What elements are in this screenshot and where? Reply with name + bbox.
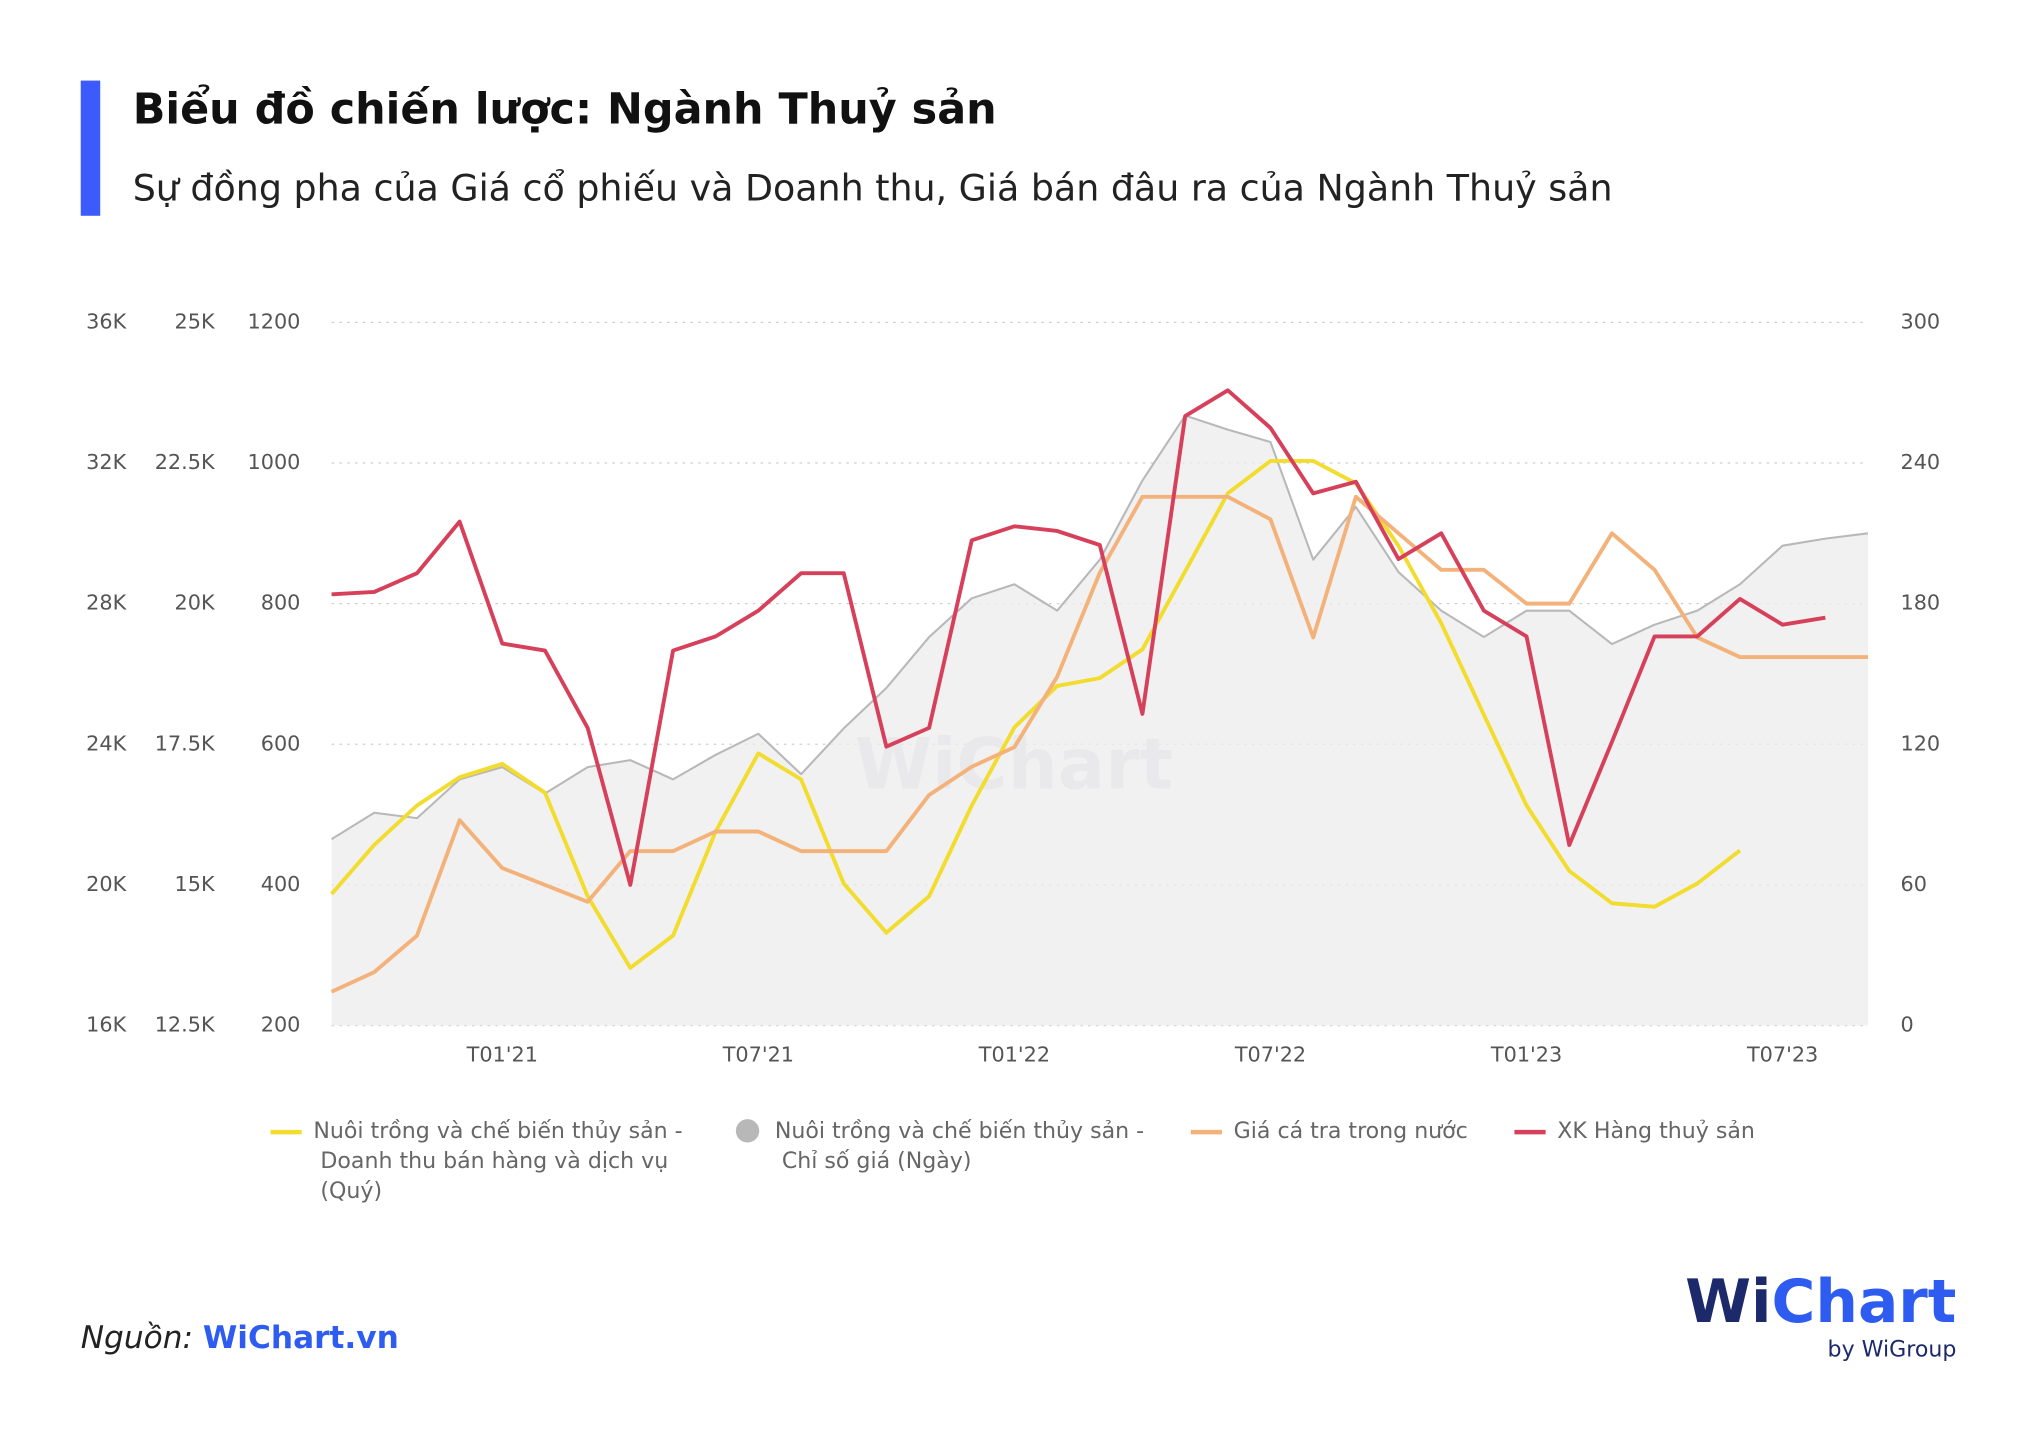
source-label: Nguồn: <box>81 1320 193 1356</box>
plot: 2004006008001000120016K20K24K28K32K36K12… <box>86 309 1940 1066</box>
logo-sub: by WiGroup <box>1828 1337 1957 1363</box>
y-tick-label: 15K <box>175 872 216 896</box>
y-tick-label: 60 <box>1900 872 1926 896</box>
y-tick-label: 1000 <box>248 450 301 474</box>
y-tick-label: 20K <box>175 591 216 615</box>
legend-label: Giá cá tra trong nước <box>1234 1118 1468 1144</box>
y-tick-label: 300 <box>1900 309 1940 333</box>
logo: WiChart <box>1685 1268 1956 1337</box>
source-link[interactable]: WiChart.vn <box>203 1320 399 1356</box>
y-tick-label: 12.5K <box>155 1013 216 1037</box>
legend-label: XK Hàng thuỷ sản <box>1557 1118 1755 1144</box>
y-tick-label: 800 <box>261 591 301 615</box>
y-tick-label: 36K <box>86 309 127 333</box>
x-tick-label: T07'23 <box>1746 1042 1818 1066</box>
x-tick-label: T01'22 <box>978 1042 1050 1066</box>
y-tick-label: 28K <box>86 591 127 615</box>
x-tick-label: T07'22 <box>1234 1042 1306 1066</box>
y-tick-label: 24K <box>86 731 127 755</box>
chart-title: Biểu đồ chiến lược: Ngành Thuỷ sản <box>133 83 997 134</box>
legend-label: Nuôi trồng và chế biến thủy sản - Doanh … <box>313 1118 682 1204</box>
series-line <box>331 414 1869 841</box>
y-tick-label: 120 <box>1900 731 1940 755</box>
y-tick-label: 22.5K <box>155 450 216 474</box>
y-tick-label: 200 <box>261 1013 301 1037</box>
x-tick-label: T01'23 <box>1490 1042 1562 1066</box>
title-bar <box>80 80 101 216</box>
y-tick-label: 0 <box>1900 1013 1913 1037</box>
series-line <box>330 494 1868 994</box>
y-tick-label: 32K <box>86 450 127 474</box>
y-tick-label: 20K <box>86 872 127 896</box>
y-tick-label: 25K <box>175 309 216 333</box>
y-tick-label: 400 <box>261 872 301 896</box>
series-area <box>331 415 1868 1026</box>
legend-swatch <box>735 1119 760 1143</box>
legend-label: Nuôi trồng và chế biến thủy sản - Chỉ số… <box>775 1118 1144 1174</box>
x-tick-label: T01'21 <box>466 1042 538 1066</box>
y-tick-label: 17.5K <box>155 731 216 755</box>
logo-chart: Chart <box>1772 1268 1957 1337</box>
y-tick-label: 1200 <box>248 309 301 333</box>
chart-subtitle: Sự đồng pha của Giá cổ phiếu và Doanh th… <box>133 166 1613 209</box>
logo-wi: Wi <box>1685 1268 1771 1337</box>
x-tick-label: T07'21 <box>722 1042 794 1066</box>
y-tick-label: 240 <box>1900 450 1940 474</box>
series-line <box>330 458 1742 970</box>
y-tick-label: 600 <box>261 731 301 755</box>
y-tick-label: 16K <box>86 1013 127 1037</box>
series-line <box>331 388 1826 887</box>
y-tick-label: 180 <box>1900 591 1940 615</box>
source: Nguồn: WiChart.vn <box>81 1320 399 1356</box>
